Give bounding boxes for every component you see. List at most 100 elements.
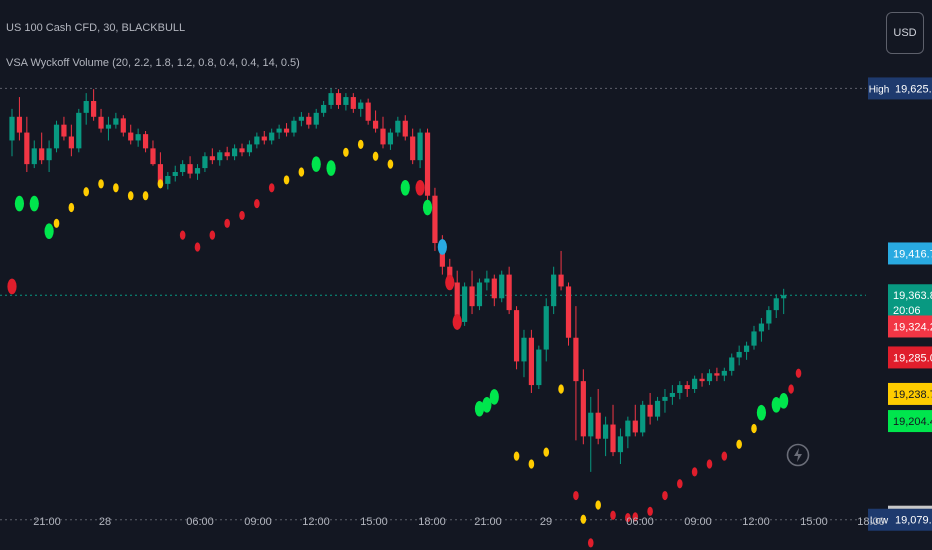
candle-body: [328, 93, 334, 105]
price-tag-background: [890, 77, 932, 100]
price-tag-value: 19,416.79: [893, 248, 932, 260]
time-tick-label: 18:00: [857, 516, 885, 528]
candle-body: [506, 274, 512, 311]
time-tick-label: 12:00: [302, 516, 330, 528]
indicator-legend[interactable]: VSA Wyckoff Volume (20, 2.2, 1.8, 1.2, 0…: [6, 57, 300, 69]
candle-body: [513, 310, 520, 362]
candle-body: [536, 349, 542, 386]
candle-body: [350, 97, 356, 109]
candle-body: [462, 286, 468, 322]
candle-body: [640, 404, 646, 433]
candle-body: [699, 378, 705, 382]
time-tick-label: 09:00: [684, 516, 712, 528]
candle-body: [484, 278, 490, 283]
candle-body: [239, 148, 245, 153]
time-tick-label: 09:00: [244, 516, 272, 528]
price-label-high: High 19,625.94: [868, 77, 932, 100]
candle-body: [595, 412, 601, 439]
price-tag-value: 19,285.02: [893, 352, 932, 364]
signal-dot: [268, 183, 275, 193]
candle-body: [343, 97, 349, 105]
lightning-icon[interactable]: [786, 443, 810, 467]
time-tick-label: 21:00: [33, 516, 61, 528]
price-tag-background: [888, 346, 932, 369]
candle-body: [706, 373, 713, 382]
candle-body: [254, 136, 260, 145]
candle-body: [358, 102, 364, 109]
candle-body: [83, 101, 89, 113]
signal-dot: [452, 314, 462, 330]
candle-body: [424, 132, 431, 196]
candle-body: [632, 420, 638, 433]
signal-dot: [239, 210, 245, 221]
signal-dot: [558, 384, 564, 394]
signal-dot: [482, 397, 492, 413]
signal-dot: [400, 180, 410, 196]
time-tick-label: 12:00: [742, 516, 770, 528]
candle-body: [402, 120, 408, 137]
vsa-signal-dots: [7, 139, 802, 548]
candle-body: [417, 132, 423, 161]
symbol-title[interactable]: US 100 Cash CFD, 30, BLACKBULL: [6, 22, 186, 34]
signal-dot: [625, 513, 631, 523]
price-tag-countdown: 20:06: [893, 305, 921, 317]
signal-dot: [632, 512, 639, 522]
signal-dot: [142, 191, 149, 201]
candle-body: [766, 310, 772, 324]
candle-body: [209, 156, 215, 161]
candle-body: [180, 164, 186, 173]
signal-dot: [83, 187, 89, 197]
candle-body: [68, 136, 74, 149]
candle-body: [610, 424, 616, 453]
price-label: 19,416.79: [888, 242, 932, 265]
price-axis: High19,625.9419,416.7919,363.8420:0619,3…: [868, 77, 932, 531]
candle-body: [721, 370, 727, 376]
candle-body: [261, 136, 267, 141]
price-label: 19,238.78: [888, 382, 932, 405]
time-tick-label: 06:00: [626, 516, 654, 528]
signal-dot: [68, 202, 75, 213]
signal-dot: [387, 159, 394, 169]
candle-body: [654, 400, 661, 417]
price-tag-name: High: [869, 84, 890, 95]
price-tag-value: 19,238.78: [893, 389, 932, 401]
candle-body: [603, 424, 609, 439]
time-tick-label: 18:00: [418, 516, 446, 528]
candle-body: [751, 331, 757, 346]
candle-body: [135, 134, 141, 141]
signal-dot: [179, 230, 186, 240]
price-tag-value: 19,324.27: [893, 321, 932, 333]
candle-body: [9, 116, 15, 141]
candle-body: [543, 306, 549, 350]
candle-body: [588, 412, 594, 437]
candle-body: [157, 164, 163, 184]
candle-body: [24, 132, 30, 165]
candle-body: [232, 148, 238, 157]
candle-body: [291, 120, 297, 133]
candle-body: [499, 274, 505, 299]
candle-body: [61, 124, 67, 137]
signal-dot: [647, 506, 653, 516]
price-tag-name: Low: [870, 516, 889, 527]
signal-dot: [372, 151, 379, 161]
price-tag-background: [888, 410, 932, 433]
signal-dot: [113, 183, 119, 193]
candle-body: [454, 282, 460, 322]
signal-dot: [422, 199, 433, 216]
candle-body: [469, 286, 475, 307]
signal-dot: [29, 195, 39, 212]
candle-body: [365, 102, 371, 121]
candle-body: [31, 148, 37, 165]
signal-dot: [662, 490, 668, 501]
candle-body: [565, 286, 572, 338]
candle-body: [194, 168, 201, 174]
candle-body: [202, 156, 208, 169]
signal-dot: [573, 490, 579, 501]
price-tag-background: [890, 508, 932, 531]
candle-body: [298, 116, 304, 121]
price-tag-background: [888, 382, 932, 405]
candle-body: [714, 373, 720, 376]
candle-body: [758, 323, 765, 332]
currency-button[interactable]: USD: [886, 12, 924, 54]
